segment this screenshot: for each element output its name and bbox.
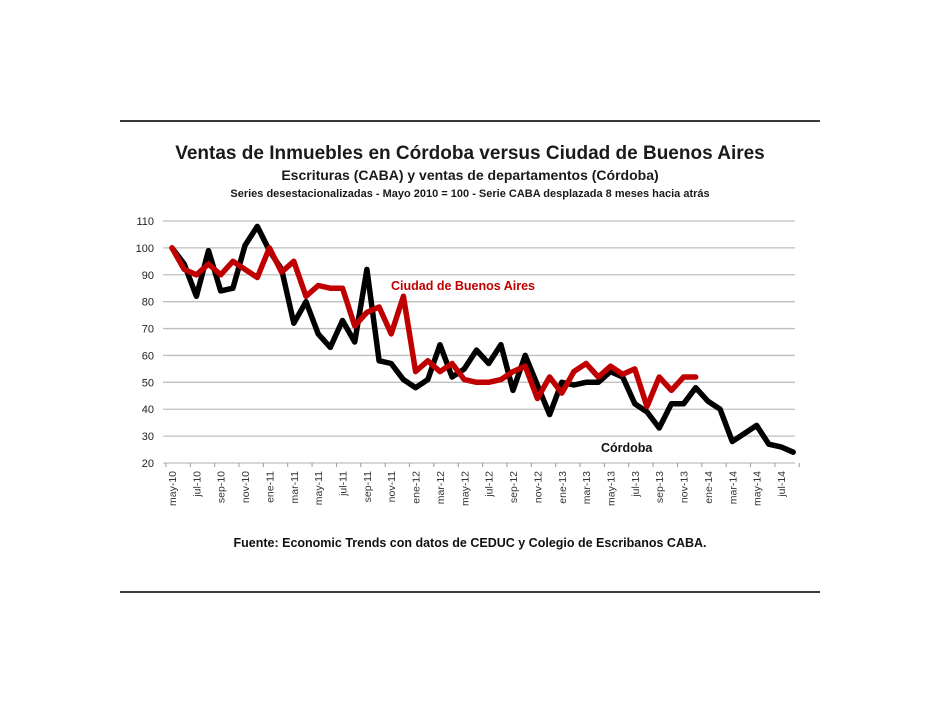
x-tick-label: ene-11	[264, 471, 276, 503]
x-tick-label: mar-13	[581, 471, 593, 504]
chart-subtitle: Escrituras (CABA) y ventas de departamen…	[281, 167, 659, 183]
x-tick-label: mar-14	[727, 471, 739, 504]
x-tick-label: may-10	[167, 471, 179, 506]
x-tick-label: jul-14	[776, 471, 788, 498]
x-tick-label: ene-13	[557, 471, 569, 504]
x-tick-label: nov-11	[386, 471, 398, 502]
x-axis: may-10 jul-10 sep-10 nov-10 ene-11 mar-11 may-…	[165, 463, 800, 506]
y-axis: 20 30 40 50 60 70 80 90 100 110	[136, 216, 154, 470]
gridlines	[163, 220, 795, 464]
x-tick-label: mar-12	[435, 471, 447, 504]
x-tick-label: ene-14	[703, 471, 715, 504]
x-tick-label: may-12	[459, 471, 471, 506]
source-note: Fuente: Economic Trends con datos de CED…	[233, 536, 707, 550]
x-tick-label: jul-12	[484, 471, 496, 498]
x-tick-label: sep-10	[216, 471, 228, 503]
x-tick-label: may-13	[605, 471, 617, 506]
y-tick-label: 110	[136, 216, 154, 228]
y-tick-label: 70	[142, 324, 154, 336]
chart-note: Series desestacionalizadas - Mayo 2010 =…	[230, 188, 710, 200]
x-tick-label: nov-10	[240, 471, 252, 503]
x-tick-label: jul-10	[191, 471, 203, 498]
y-tick-label: 100	[136, 243, 154, 255]
top-rule	[120, 120, 820, 122]
x-tick-label: jul-11	[338, 471, 350, 497]
x-tick-label: jul-13	[630, 471, 642, 498]
x-tick-label: sep-13	[654, 471, 666, 503]
y-tick-label: 20	[142, 458, 154, 470]
y-tick-label: 50	[142, 377, 154, 389]
x-tick-label: ene-12	[411, 471, 423, 504]
x-tick-label: sep-11	[362, 471, 374, 502]
bottom-rule	[120, 591, 820, 593]
cordoba-series-label: Córdoba	[601, 441, 653, 455]
x-tick-label: nov-12	[532, 471, 544, 503]
y-tick-label: 60	[142, 350, 154, 362]
y-tick-label: 30	[142, 431, 154, 443]
x-tick-label: sep-12	[508, 471, 520, 503]
x-tick-label: may-14	[752, 471, 764, 506]
y-tick-label: 40	[142, 404, 154, 416]
series-lines	[169, 223, 796, 455]
y-tick-label: 90	[142, 270, 154, 282]
caba-series-label: Ciudad de Buenos Aires	[391, 279, 535, 293]
x-tick-label: mar-11	[289, 471, 301, 504]
y-tick-label: 80	[142, 297, 154, 309]
x-tick-label: may-11	[313, 471, 325, 505]
caba-line	[169, 245, 699, 410]
x-tick-label: nov-13	[679, 471, 691, 503]
chart-title: Ventas de Inmuebles en Córdoba versus Ci…	[175, 143, 765, 164]
